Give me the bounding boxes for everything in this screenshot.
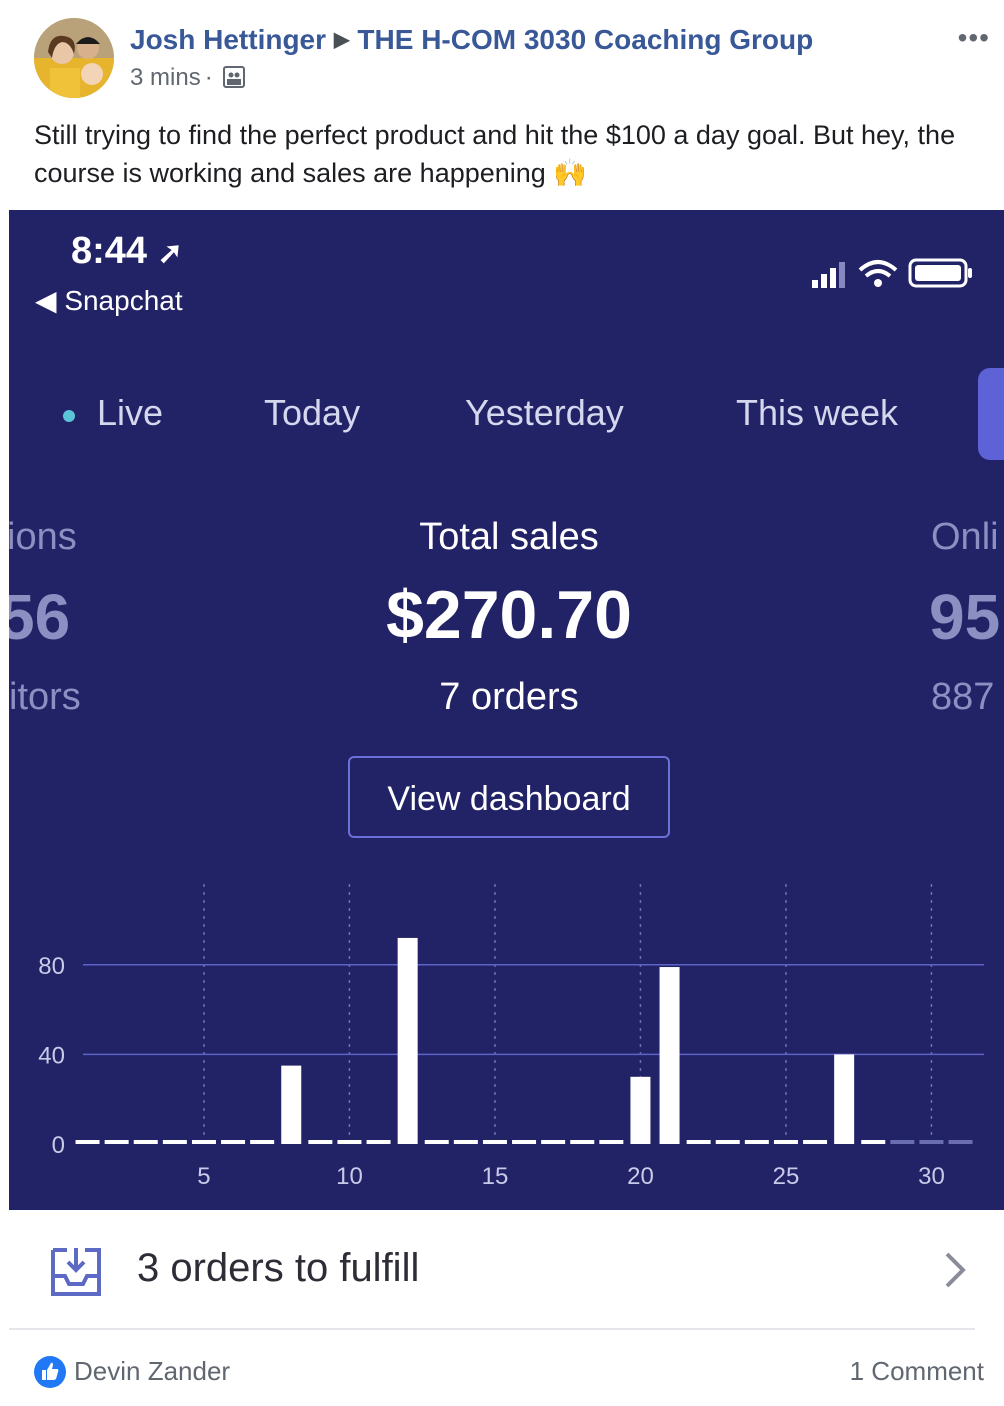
author-line: Josh Hettinger ▶ THE H-COM 3030 Coaching G… — [130, 24, 813, 56]
chart-bar — [397, 937, 418, 1144]
x-tick-label: 15 — [482, 1163, 509, 1190]
status-bar-icons — [812, 258, 972, 288]
chart-bar — [948, 1140, 973, 1144]
chart-bar — [281, 1065, 302, 1144]
chart-bar — [659, 967, 680, 1144]
signal-icon — [812, 262, 845, 288]
back-to-snapchat: ◀ Snapchat — [35, 285, 183, 316]
avatar-photo — [34, 18, 114, 98]
tab-yesterday[interactable]: Yesterday — [465, 392, 624, 433]
chart-bar — [482, 1140, 507, 1144]
wifi-icon — [858, 260, 898, 287]
chart-bar — [366, 1140, 391, 1144]
post-header: Josh Hettinger ▶ THE H-COM 3030 Coaching G… — [0, 0, 1004, 210]
meta-separator: · — [204, 64, 213, 91]
orders-count: 7 orders — [439, 676, 579, 718]
chart-bar — [919, 1140, 944, 1144]
post-footer: Devin Zander 1 Comment — [0, 1330, 1004, 1406]
x-tick-label: 10 — [336, 1163, 363, 1190]
inbox-download-icon — [51, 1248, 101, 1296]
chart-bar — [133, 1140, 158, 1144]
date-range-tabs: Live Today Yesterday This week — [9, 392, 1004, 442]
chart-bar — [599, 1140, 624, 1144]
like-reaction-icon[interactable] — [34, 1356, 66, 1388]
phone-time: 8:44 ➚ — [71, 230, 183, 272]
view-dashboard-button[interactable]: View dashboard — [348, 756, 670, 838]
chart-bar — [512, 1140, 537, 1144]
total-sales-label: Total sales — [419, 516, 599, 558]
left-stat-value: 56 — [9, 581, 71, 653]
chart-bar — [453, 1140, 478, 1144]
chart-bar — [308, 1140, 333, 1144]
chart-bar — [250, 1140, 275, 1144]
sales-bar-chart: 0 40 80 5 10 15 20 25 30 — [38, 884, 984, 1190]
more-options-icon[interactable]: ••• — [957, 22, 990, 53]
chart-bar — [715, 1140, 740, 1144]
caret-right-icon: ▶ — [334, 29, 350, 51]
chart-bar — [630, 1076, 651, 1144]
post-text: Still trying to find the perfect product… — [34, 120, 956, 188]
location-arrow-icon: ➚ — [157, 237, 183, 270]
chart-bar — [773, 1140, 798, 1144]
y-tick-label: 0 — [52, 1132, 65, 1159]
chart-bar — [75, 1140, 100, 1144]
tab-next-edge[interactable] — [978, 368, 1004, 460]
chart-bar — [424, 1140, 449, 1144]
right-stat-value: 95 — [929, 581, 1001, 653]
group-name-link[interactable]: THE H-COM 3030 Coaching Group — [357, 24, 814, 55]
chart-bar — [541, 1140, 566, 1144]
chart-bar — [744, 1140, 769, 1144]
right-stat-label: Onli — [931, 516, 999, 558]
chart-bar — [104, 1140, 129, 1144]
orders-to-fulfill-row[interactable]: 3 orders to fulfill — [9, 1210, 975, 1330]
left-stat-label: ions — [9, 516, 77, 558]
chart-bar — [803, 1140, 828, 1144]
post-meta: 3 mins · — [130, 64, 246, 92]
battery-icon — [908, 258, 972, 288]
chart-bar — [191, 1140, 216, 1144]
chart-bar — [686, 1140, 711, 1144]
left-stat-sub: itors — [9, 676, 81, 718]
x-tick-label: 25 — [773, 1163, 800, 1190]
group-audience-icon — [223, 66, 246, 88]
right-stat-sub: 887 — [931, 676, 995, 718]
thumbs-up-icon — [42, 1362, 59, 1380]
total-sales-value: $270.70 — [386, 577, 632, 653]
chart-bar — [890, 1140, 915, 1144]
y-tick-label: 80 — [38, 953, 65, 980]
tab-live[interactable]: Live — [97, 392, 164, 433]
chart-bar — [337, 1140, 362, 1144]
chart-bar — [834, 1054, 855, 1144]
post-image[interactable]: 8:44 ➚ ◀ Snapchat Live Today Yesterday T… — [9, 210, 1004, 1210]
author-name-link[interactable]: Josh Hettinger — [130, 24, 327, 55]
y-tick-label: 40 — [38, 1042, 65, 1069]
chart-bar — [861, 1140, 886, 1144]
live-indicator-dot — [63, 410, 75, 422]
x-tick-label: 5 — [197, 1163, 210, 1190]
x-tick-label: 30 — [918, 1163, 945, 1190]
post-timestamp[interactable]: 3 mins — [130, 64, 201, 91]
chevron-right-icon — [945, 1252, 966, 1288]
tab-today[interactable]: Today — [264, 392, 361, 433]
reaction-names[interactable]: Devin Zander — [74, 1356, 231, 1386]
x-tick-label: 20 — [627, 1163, 654, 1190]
chart-bar — [162, 1140, 187, 1144]
chart-bar — [221, 1140, 246, 1144]
tab-this-week[interactable]: This week — [736, 392, 899, 433]
comments-count[interactable]: 1 Comment — [849, 1356, 984, 1386]
author-avatar[interactable] — [34, 18, 114, 98]
orders-to-fulfill-label: 3 orders to fulfill — [137, 1246, 420, 1290]
chart-bar — [570, 1140, 595, 1144]
